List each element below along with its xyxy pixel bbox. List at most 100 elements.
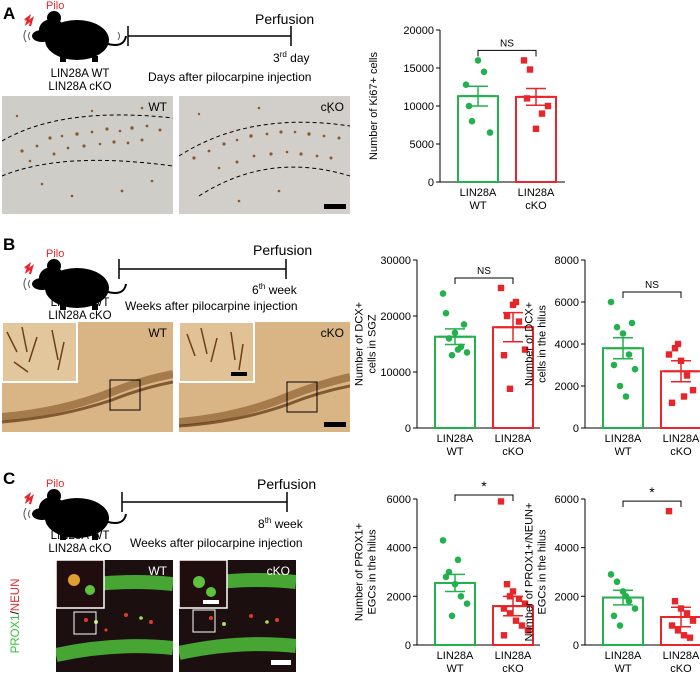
- photo-tag-wt: WT: [148, 100, 167, 114]
- data-point: [538, 110, 546, 117]
- data-point: [523, 95, 531, 102]
- photo-tag-wt: WT: [148, 326, 167, 340]
- data-point: [497, 498, 505, 505]
- y-tick-label: 20000: [403, 25, 434, 37]
- data-point: [506, 593, 514, 600]
- timeline-description: Weeks after pilocarpine injection: [130, 536, 303, 550]
- data-point: [631, 605, 639, 612]
- x-tick-label: cKO: [502, 446, 524, 458]
- y-tick-label: 6000: [555, 494, 579, 506]
- data-point: [671, 598, 679, 605]
- mouse-label-cko: LIN28A cKO: [48, 310, 112, 322]
- scale-bar: [271, 660, 291, 665]
- significance-bracket: [477, 49, 537, 57]
- y-axis-label: Number of PROX1+/NEUN+: [525, 503, 536, 642]
- micrograph-b-wt: WT: [2, 322, 173, 432]
- photo-tag-wt: WT: [148, 564, 167, 578]
- data-point: [503, 312, 511, 320]
- x-tick-label: LIN28A: [437, 650, 474, 662]
- chart-prox1-neun: 0 2000 4000 6000 Number of PROX1+/NEUN+ EGCs …: [525, 484, 700, 675]
- data-point: [515, 318, 523, 325]
- data-point: [460, 321, 468, 328]
- data-point: [689, 617, 697, 624]
- y-tick-label: 2000: [555, 591, 579, 603]
- data-point: [610, 361, 618, 369]
- panel-letter-a: A: [3, 4, 16, 23]
- data-point: [628, 319, 636, 327]
- bar: [434, 581, 476, 646]
- x-tick-label: LIN28A: [663, 650, 700, 662]
- data-point: [677, 357, 685, 364]
- significance-label: NS: [477, 266, 491, 277]
- data-point: [671, 345, 679, 352]
- data-point: [497, 284, 505, 292]
- photo-tag-cko: cKO: [320, 100, 344, 114]
- y-tick-label: 8000: [555, 255, 579, 267]
- timeline-axis: [118, 259, 287, 279]
- x-tick-label: WT: [614, 663, 631, 675]
- data-point: [686, 634, 694, 641]
- timeline-time: 6th week: [252, 282, 297, 297]
- y-axis-label: Number of PROX1+: [355, 523, 366, 621]
- data-point: [512, 298, 520, 306]
- data-point: [521, 346, 529, 353]
- data-point: [532, 125, 540, 132]
- x-tick-label: LIN28A: [437, 433, 474, 445]
- data-point: [509, 588, 517, 595]
- data-point: [665, 351, 673, 358]
- data-point: [677, 605, 685, 612]
- data-point: [500, 352, 508, 359]
- y-tick-label: 0: [405, 640, 411, 652]
- micrograph-c-cko: cKO: [179, 560, 296, 672]
- y-axis-label: Number of DCX+: [525, 302, 536, 386]
- data-point: [607, 298, 615, 306]
- timeline-description: Weeks after pilocarpine injection: [125, 299, 298, 313]
- data-point: [480, 68, 488, 76]
- y-tick-label: 0: [573, 423, 579, 435]
- x-tick-label: LIN28A: [495, 433, 532, 445]
- mouse-label-wt: LIN28A WT: [50, 68, 110, 80]
- photo-tag-cko: cKO: [266, 564, 290, 578]
- data-point: [625, 597, 633, 605]
- data-point: [474, 57, 482, 64]
- data-point: [451, 329, 459, 337]
- x-tick-label: WT: [614, 446, 631, 458]
- y-tick-label: 6000: [555, 297, 579, 309]
- data-point: [524, 627, 532, 634]
- data-point: [619, 330, 627, 337]
- y-tick-label: 4000: [387, 543, 411, 555]
- y-tick-label: 5000: [410, 139, 434, 151]
- y-axis-label: cells in SGZ: [367, 314, 379, 374]
- y-tick-label: 0: [405, 423, 411, 435]
- y-axis-label: Number of DCX+: [355, 302, 366, 386]
- panel-a-schematic: Pilo LIN28A WT LIN28A cKO Perfusion 3rd …: [0, 0, 350, 93]
- data-point: [463, 349, 471, 356]
- photo-tag-cko: cKO: [320, 326, 344, 340]
- y-axis-label: EGCs in the hilus: [537, 529, 549, 614]
- y-tick-label: 2000: [387, 591, 411, 603]
- data-point: [680, 393, 688, 400]
- scale-bar-inset: [231, 372, 247, 376]
- data-point: [668, 399, 676, 406]
- panel-letter-b: B: [3, 235, 16, 254]
- data-point: [518, 622, 526, 629]
- significance-label: NS: [500, 38, 514, 49]
- data-point: [616, 622, 624, 629]
- timeline-endpoint: Perfusion: [257, 476, 317, 492]
- data-point: [683, 372, 691, 379]
- timeline-time: 3rd day: [273, 50, 310, 65]
- y-tick-label: 4000: [555, 543, 579, 555]
- data-point: [631, 365, 639, 373]
- x-tick-label: LIN28A: [605, 650, 642, 662]
- significance-label: *: [649, 484, 655, 500]
- scale-bar: [324, 422, 346, 427]
- timeline-axis: [127, 26, 292, 46]
- mouse-icon: [23, 259, 127, 310]
- stained-cells: [192, 106, 341, 203]
- data-point: [521, 600, 529, 607]
- data-point: [512, 617, 520, 624]
- data-point: [622, 593, 630, 600]
- y-tick-label: 6000: [387, 494, 411, 506]
- data-point: [680, 632, 688, 639]
- bar: [602, 347, 644, 429]
